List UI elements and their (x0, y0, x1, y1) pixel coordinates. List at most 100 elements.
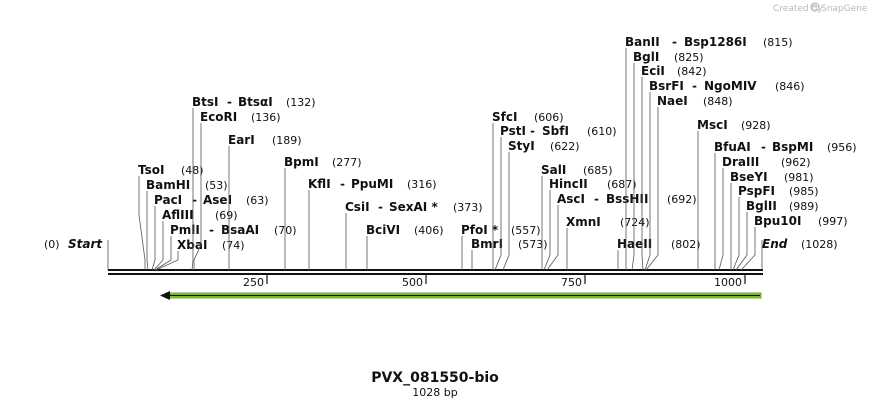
site-position: (53) (205, 179, 228, 192)
ruler-tick-label: 250 (243, 276, 264, 289)
start-marker: (0) Start (44, 237, 109, 270)
site-name: BtsαI (238, 95, 273, 109)
site-name: XbaI (177, 238, 207, 252)
sequence-backbone (108, 269, 763, 275)
site-bseyi[interactable]: BseYI (981) (730, 170, 814, 270)
site-name: BtsI (192, 95, 219, 109)
site-position: (373) (453, 201, 483, 214)
site-name: EciI (641, 64, 665, 78)
site-name: BsrFI (649, 79, 684, 93)
site-bcivi[interactable]: BciVI (406) (366, 223, 444, 270)
credit-brand: SnapGene (821, 4, 868, 14)
site-asci[interactable]: AscI - BssHII (692) (546, 192, 697, 271)
site-position: (622) (550, 140, 580, 153)
start-label: Start (68, 237, 103, 251)
svg-text:-: - (340, 177, 345, 191)
site-name: SexAI * (389, 200, 438, 214)
site-banii[interactable]: BanII - Bsp1286I (815) (625, 35, 793, 270)
site-name: AflIII (162, 208, 194, 222)
site-pspfi[interactable]: PspFI (985) (732, 184, 819, 271)
site-styi[interactable]: StyI (622) (502, 139, 580, 271)
site-bamhi[interactable]: BamHI (53) (146, 178, 228, 271)
site-position: (846) (775, 80, 805, 93)
site-name: PfoI * (461, 223, 499, 237)
site-name: NaeI (657, 94, 688, 108)
site-position: (802) (671, 238, 701, 251)
site-position: (685) (583, 164, 613, 177)
site-haeii[interactable]: HaeII (802) (617, 237, 701, 270)
site-name: BglI (633, 50, 659, 64)
site-bsrfi[interactable]: BsrFI - NgoMIV (846) (644, 79, 805, 271)
site-bmri[interactable]: BmrI (573) (471, 237, 548, 270)
site-pfoi[interactable]: PfoI * (557) (461, 223, 541, 270)
site-name: SfcI (492, 110, 517, 124)
site-name: SbfI (542, 124, 569, 138)
site-name: KflI (308, 177, 331, 191)
site-name: BamHI (146, 178, 190, 192)
site-position: (825) (674, 51, 704, 64)
site-bpu10i[interactable]: Bpu10I (997) (740, 214, 848, 271)
site-name: StyI (508, 139, 535, 153)
arrow-head-left-icon (160, 291, 170, 300)
ruler: 250 500 750 1000 (243, 275, 746, 289)
site-psti[interactable]: PstI - SbfI (610) (494, 124, 617, 271)
feature-arrow[interactable] (160, 291, 762, 300)
site-name: PstI (500, 124, 526, 138)
site-name: Bpu10I (754, 214, 801, 228)
site-msci[interactable]: MscI (928) (697, 118, 771, 270)
site-name: HincII (549, 177, 588, 191)
site-position: (956) (827, 141, 857, 154)
ruler-tick-label: 500 (402, 276, 423, 289)
site-kfli[interactable]: KflI - PpuMI (316) (308, 177, 437, 270)
svg-text:-: - (594, 192, 599, 206)
site-hincii[interactable]: HincII (687) (543, 177, 637, 271)
site-bpmi[interactable]: BpmI (277) (284, 155, 362, 270)
site-name: MscI (697, 118, 728, 132)
site-afliii[interactable]: AflIII (69) (153, 208, 238, 271)
site-name: BanII (625, 35, 660, 49)
site-position: (842) (677, 65, 707, 78)
site-name: PspFI (738, 184, 775, 198)
start-position: (0) (44, 238, 60, 251)
svg-text:-: - (692, 79, 697, 93)
site-position: (985) (789, 185, 819, 198)
site-name: BsaAI (221, 223, 259, 237)
site-csii[interactable]: CsiI - SexAI * (373) (345, 200, 483, 270)
site-name: BglII (746, 199, 777, 213)
site-draiii[interactable]: DraIII (962) (718, 155, 811, 271)
site-position: (74) (222, 239, 245, 252)
sequence-length: 1028 bp (412, 386, 457, 399)
site-sfci[interactable]: SfcI (606) (492, 110, 564, 270)
site-name: PacI (154, 193, 182, 207)
site-position: (692) (667, 193, 697, 206)
site-bglii[interactable]: BglII (989) (735, 199, 819, 271)
svg-text:-: - (378, 200, 383, 214)
site-name: PmlI (170, 223, 200, 237)
site-btsi[interactable]: BtsI - BtsαI (132) (191, 95, 316, 271)
site-name: PpuMI (351, 177, 393, 191)
snapgene-logo-icon (810, 2, 820, 12)
svg-text:-: - (192, 193, 197, 207)
site-name: SalI (541, 163, 566, 177)
site-sali[interactable]: SalI (685) (541, 163, 613, 270)
site-paci[interactable]: PacI - AseI (63) (151, 193, 269, 271)
end-position: (1028) (801, 238, 838, 251)
site-bfuai[interactable]: BfuAI - BspMI (956) (714, 140, 857, 270)
site-naei[interactable]: NaeI (848) (645, 94, 733, 271)
site-bgli[interactable]: BglI (825) (631, 50, 704, 271)
site-ecii[interactable]: EciI (842) (641, 64, 707, 271)
backbone-bottom-strand (108, 273, 763, 275)
site-tsoi[interactable]: TsoI (48) (138, 163, 204, 270)
site-ecori[interactable]: EcoRI (136) (193, 110, 281, 270)
site-xbai[interactable]: XbaI (74) (155, 238, 245, 271)
site-position: (687) (607, 178, 637, 191)
site-position: (606) (534, 111, 564, 124)
site-name: XmnI (566, 215, 601, 229)
end-label: End (762, 237, 788, 251)
site-eari[interactable]: EarI (189) (228, 133, 302, 270)
site-position: (557) (511, 224, 541, 237)
site-position: (69) (215, 209, 238, 222)
site-position: (928) (741, 119, 771, 132)
credit: Created by SnapGene (773, 2, 868, 14)
